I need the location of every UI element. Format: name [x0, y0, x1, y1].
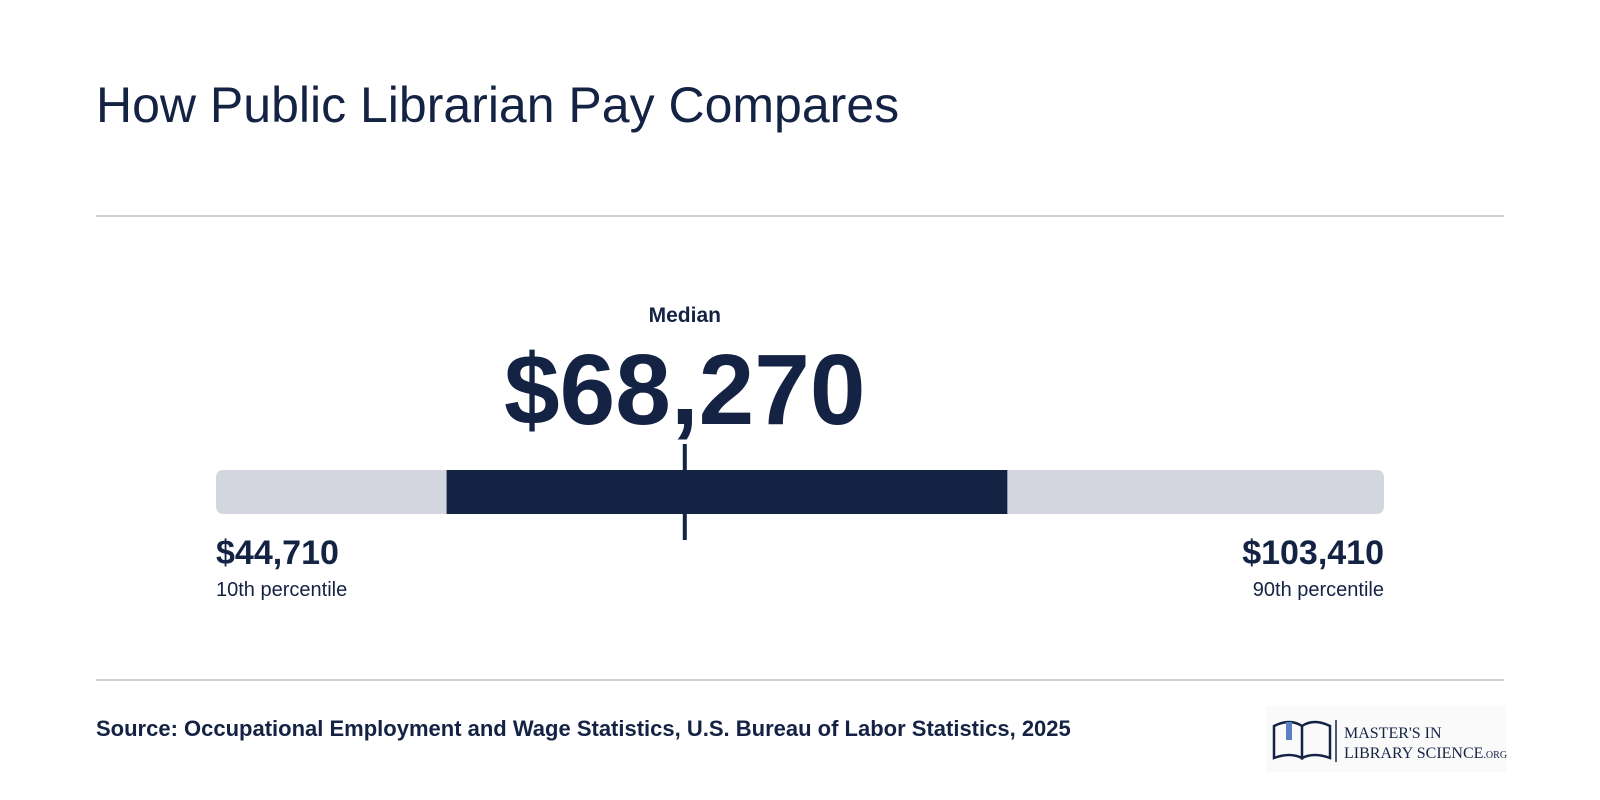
logo-line1: MASTER'S IN [1344, 725, 1442, 742]
chart-title: How Public Librarian Pay Compares [96, 77, 899, 133]
median-value: $68,270 [504, 334, 865, 446]
high-label: 90th percentile [1253, 579, 1384, 601]
low-value: $44,710 [216, 534, 339, 572]
logo: MASTER'S IN LIBRARY SCIENCE.ORG [1266, 706, 1507, 772]
median-label: Median [649, 304, 721, 327]
high-value: $103,410 [1242, 534, 1384, 572]
logo-background [1266, 706, 1506, 772]
range-band [446, 470, 1008, 514]
logo-suffix: .ORG [1483, 750, 1507, 761]
source: Source: Occupational Employment and Wage… [96, 716, 1071, 741]
logo-book [1272, 720, 1332, 761]
logo-line2: LIBRARY SCIENCE.ORG [1344, 745, 1507, 762]
low-label: 10th percentile [216, 579, 347, 601]
logo-bookmark [1286, 722, 1292, 740]
logo-line2-text: LIBRARY SCIENCE [1344, 745, 1483, 762]
